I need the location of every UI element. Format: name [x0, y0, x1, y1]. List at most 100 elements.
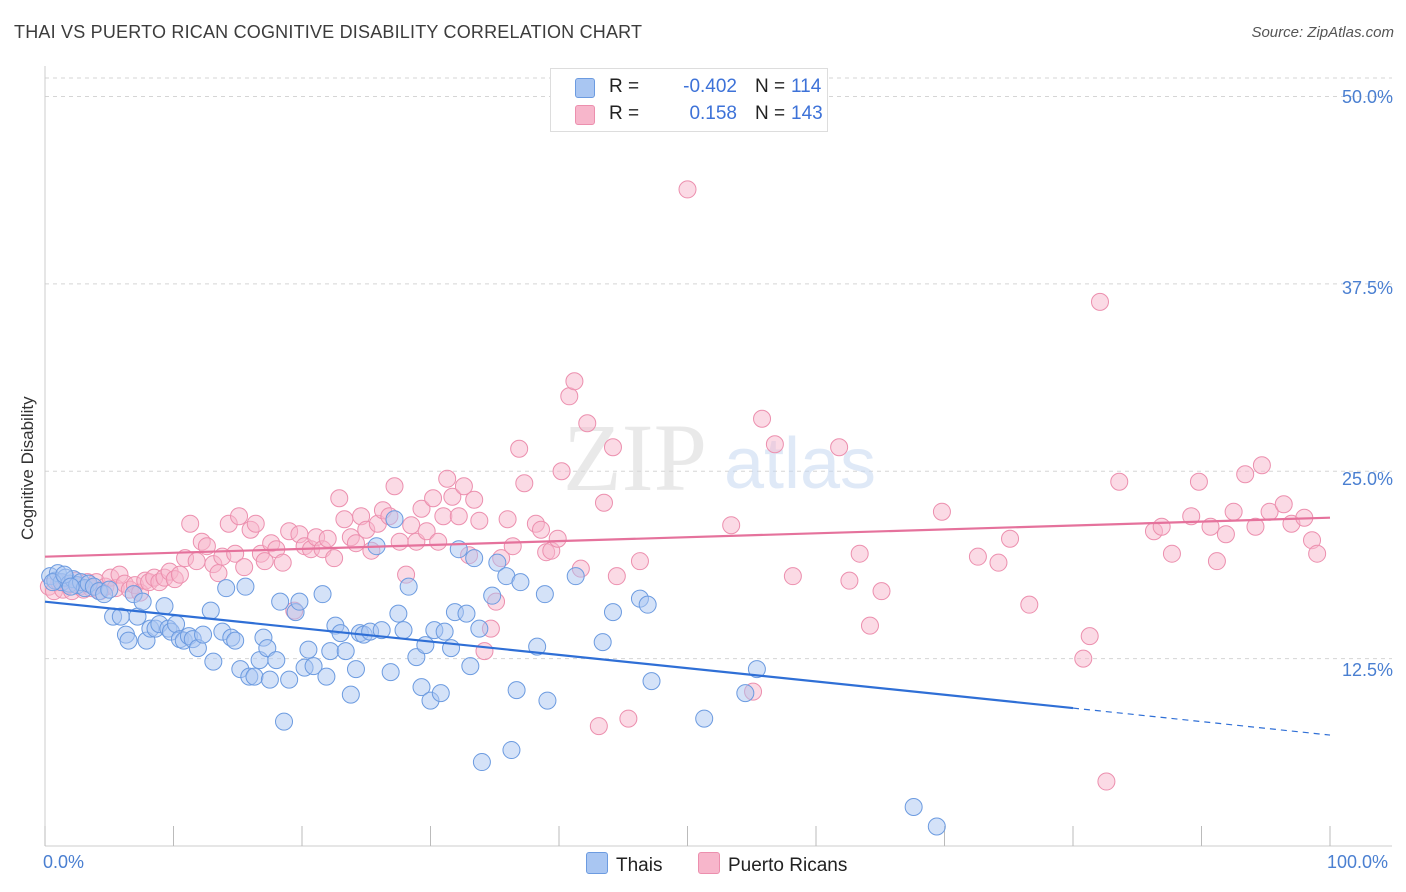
puerto-rican-point: [1207, 552, 1226, 571]
puerto-rican-point: [325, 549, 344, 568]
puerto-rican-point: [498, 510, 517, 529]
puerto-rican-point: [1252, 456, 1271, 475]
thai-point: [271, 592, 290, 611]
watermark: ZIP atlas: [563, 404, 876, 511]
thai-point: [389, 604, 408, 623]
thai-point: [535, 585, 554, 604]
puerto-rican-point: [603, 438, 622, 457]
thai-point: [226, 631, 245, 650]
puerto-rican-point: [465, 490, 484, 509]
thai-point: [399, 577, 418, 596]
thai-point: [336, 642, 355, 661]
thai-point: [381, 663, 400, 682]
puerto-rican-point: [840, 571, 859, 590]
thai-point: [133, 592, 152, 611]
legend-n-value: 114: [791, 76, 822, 97]
thai-point: [566, 567, 585, 586]
thai-point: [431, 684, 450, 703]
thai-point: [201, 601, 220, 620]
puerto-rican-point: [273, 553, 292, 572]
puerto-rican-point: [589, 717, 608, 736]
bottom-legend-thais: Thais: [586, 852, 662, 877]
thai-point: [100, 580, 119, 599]
puerto-rican-point: [434, 507, 453, 526]
thai-point: [511, 573, 530, 592]
thai-point: [461, 657, 480, 676]
puerto-rican-point: [235, 558, 254, 577]
thai-point: [217, 579, 236, 598]
thai-point: [507, 681, 526, 700]
legend-swatch-thais: [575, 78, 595, 98]
thai-point: [695, 709, 714, 728]
legend-n-value: 143: [791, 103, 823, 124]
puerto-rican-point: [1097, 772, 1116, 791]
puerto-rican-point: [197, 537, 216, 556]
trend-lines: [44, 516, 1331, 736]
puerto-rican-point: [1001, 529, 1020, 548]
puerto-rican-point: [335, 510, 354, 529]
puerto-rican-point: [532, 520, 551, 539]
thai-points: [41, 510, 946, 836]
thai-point: [593, 633, 612, 652]
puerto-rican-point: [1236, 465, 1255, 484]
puerto-rican-point: [619, 709, 638, 728]
thai-point: [194, 625, 213, 644]
puerto-rican-point: [1216, 525, 1235, 544]
thai-point: [904, 798, 923, 817]
bottom-legend-puerto-ricans: Puerto Ricans: [698, 852, 847, 877]
thai-trend-line: [44, 600, 1074, 710]
legend-r-label: R =: [609, 103, 640, 124]
puerto-rican-point: [722, 516, 741, 535]
puerto-rican-point: [209, 564, 228, 583]
puerto-rican-point: [503, 537, 522, 556]
puerto-rican-point: [1110, 472, 1129, 491]
puerto-rican-point: [515, 474, 534, 493]
thai-point: [472, 753, 491, 772]
thai-point: [394, 621, 413, 640]
thai-point: [290, 592, 309, 611]
thai-point: [488, 553, 507, 572]
legend-n-label: N =: [755, 103, 786, 124]
puerto-rican-point: [470, 511, 489, 530]
puerto-rican-point: [412, 499, 431, 518]
thai-point: [155, 597, 174, 616]
puerto-rican-point: [1182, 507, 1201, 526]
puerto-rican-point: [417, 522, 436, 541]
puerto-rican-point: [548, 529, 567, 548]
thai-point: [528, 637, 547, 656]
thai-point: [372, 621, 391, 640]
puerto-rican-point: [385, 477, 404, 496]
puerto-rican-point: [443, 487, 462, 506]
puerto-rican-point: [429, 532, 448, 551]
bottom-legend-label-puerto-ricans: Puerto Ricans: [728, 855, 848, 876]
thai-point: [61, 577, 80, 596]
puerto-rican-point: [1152, 517, 1171, 536]
puerto-rican-point: [255, 552, 274, 571]
puerto-rican-trend-line: [44, 516, 1331, 558]
puerto-rican-point: [1189, 472, 1208, 491]
thai-point: [412, 678, 431, 697]
puerto-rican-point: [630, 552, 649, 571]
thai-point: [313, 585, 332, 604]
puerto-rican-point: [181, 514, 200, 533]
puerto-rican-point: [989, 553, 1008, 572]
thai-point: [280, 670, 299, 689]
thai-point: [167, 615, 186, 634]
thai-point: [927, 817, 946, 836]
puerto-rican-point: [1224, 502, 1243, 521]
axes: [44, 66, 1392, 847]
puerto-rican-point: [1246, 517, 1265, 536]
puerto-rican-point: [402, 516, 421, 535]
thai-point: [642, 672, 661, 691]
puerto-rican-point: [1090, 292, 1109, 311]
puerto-rican-point: [578, 414, 597, 433]
thai-point: [275, 712, 294, 731]
puerto-rican-point: [932, 502, 951, 521]
thai-point: [304, 657, 323, 676]
legend-r-value: 0.158: [689, 103, 737, 124]
y-tick-label: 12.5%: [1341, 660, 1393, 680]
thai-point: [457, 604, 476, 623]
thai-point: [502, 741, 521, 760]
puerto-rican-point: [560, 387, 579, 406]
